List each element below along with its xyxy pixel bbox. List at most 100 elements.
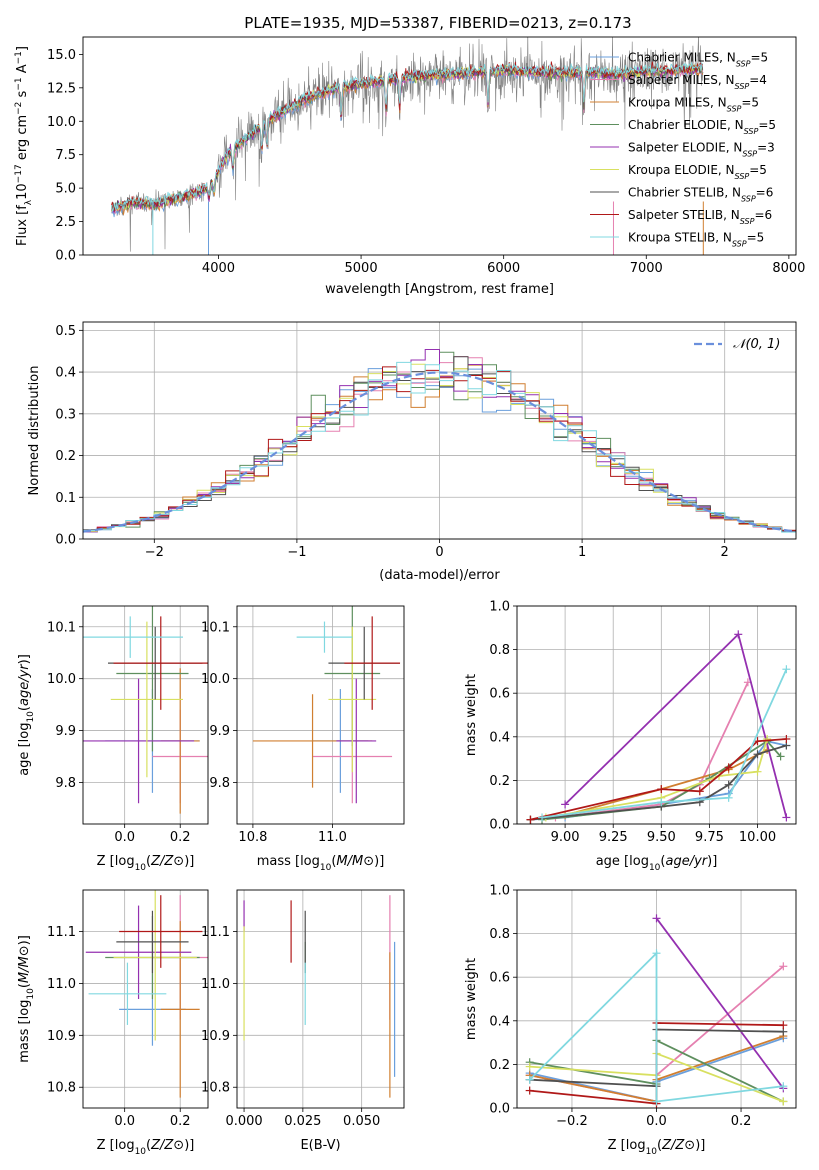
- y-tick-label: 1.0: [489, 600, 510, 615]
- y-tick-label: 10.1: [47, 620, 76, 635]
- y-tick-label: 0.0: [55, 249, 76, 264]
- massweight-plot-area: [525, 914, 788, 1108]
- spectrum-plot-area: [111, 37, 704, 255]
- x-axis-label: Z [log10(Z/Z⊙)]: [608, 1138, 706, 1157]
- x-axis-label: mass [log10(M/M⊙)]: [257, 854, 385, 873]
- y-tick-label: 0.0: [55, 533, 76, 548]
- y-tick-label: 11.1: [201, 925, 230, 940]
- x-tick-label: 0.2: [170, 830, 191, 845]
- x-tick-label: 11.0: [318, 830, 347, 845]
- y-tick-label: 9.8: [209, 776, 230, 791]
- y-tick-label: 10.9: [201, 1029, 230, 1044]
- spectrum-panel: 4000 5000 6000 7000 8000 0.0 2.5 5.0 7.5 10.0 12.5…: [14, 36, 805, 297]
- y-tick-label: 9.9: [55, 724, 76, 739]
- axes-frame: [236, 605, 405, 825]
- y-tick-label: 2.5: [55, 215, 76, 230]
- x-axis-label: Z [log10(Z/Z⊙)]: [97, 1138, 195, 1157]
- y-tick-label: 9.9: [209, 724, 230, 739]
- y-tick-label: 10.0: [47, 115, 76, 130]
- y-axis-label: mass [log10(M/M⊙)]: [17, 935, 36, 1063]
- y-tick-label: 10.1: [201, 620, 230, 635]
- y-axis-label: Flux [fλ10−17 erg cm−2 s−1 A−1]: [14, 46, 34, 246]
- z-age-panel: 0.0 0.2 9.8 9.9 10.0 10.1 Z [log10(Z/Z⊙)] age […: [17, 605, 209, 873]
- x-tick-label: 4000: [202, 261, 235, 276]
- y-tick-label: 10.9: [47, 1029, 76, 1044]
- x-tick-label: 0: [435, 545, 443, 560]
- x-axis-label: Z [log10(Z/Z⊙)]: [97, 854, 195, 873]
- mass-age-panel: 10.8 11.0 9.8 9.9 10.0 10.1 mass [log10(M/M⊙)]: [201, 605, 405, 873]
- x-tick-label: 1: [578, 545, 586, 560]
- legend-entry: Salpeter MILES, NSSP=4: [628, 73, 767, 91]
- axes-frame: [82, 321, 797, 540]
- x-axis-label: E(B-V): [300, 1138, 340, 1153]
- x-axis-label: age [log10(age/yr)]: [596, 854, 718, 873]
- spectrum-legend: Chabrier MILES, NSSP=5 Salpeter MILES, NS…: [590, 51, 776, 248]
- y-tick-label: 11.0: [47, 977, 76, 992]
- age-massweight-panel: 9.00 9.25 9.50 9.75 10.00 0.0 0.2 0.4 0.6 0.8 1.0 a…: [464, 600, 797, 873]
- legend-entry: Chabrier ELODIE, NSSP=5: [628, 118, 776, 136]
- massweight-line-7: [530, 738, 787, 821]
- massweight-line-4: [655, 917, 785, 1089]
- scatter-plot-area: [252, 606, 401, 804]
- y-tick-label: 10.8: [201, 1081, 230, 1096]
- y-tick-label: 11.0: [201, 977, 230, 992]
- massweight-line-6: [530, 744, 787, 821]
- axes-frame: [82, 36, 797, 256]
- y-tick-label: 5.0: [55, 182, 76, 197]
- legend-entry: Chabrier MILES, NSSP=5: [628, 51, 768, 69]
- massweight-line-8: [541, 668, 788, 819]
- x-axis-label: (data-model)/error: [379, 568, 500, 583]
- y-tick-label: 0.6: [489, 687, 510, 702]
- z-massweight-panel: −0.2 0.0 0.2 0.0 0.2 0.4 0.6 0.8 1.0 Z [log10(Z/Z…: [464, 884, 797, 1157]
- x-tick-label: 0.025: [284, 1114, 321, 1129]
- legend-entry: Salpeter STELIB, NSSP=6: [628, 208, 772, 226]
- y-tick-label: 0.4: [55, 366, 76, 381]
- axes-frame: [236, 889, 405, 1109]
- x-tick-label: 5000: [345, 261, 378, 276]
- y-tick-label: 12.5: [47, 81, 76, 96]
- x-tick-label: 0.050: [343, 1114, 380, 1129]
- y-axis-label: mass weight: [464, 958, 479, 1040]
- scatter-plot-area: [85, 890, 208, 1098]
- model-line-8: [111, 62, 704, 213]
- x-tick-label: 8000: [772, 261, 805, 276]
- y-tick-label: 1.0: [489, 884, 510, 899]
- y-tick-label: 10.8: [47, 1081, 76, 1096]
- x-tick-label: −1: [287, 545, 306, 560]
- y-tick-label: 0.5: [55, 324, 76, 339]
- massweight-plot-area: [526, 630, 791, 824]
- axes-frame: [516, 605, 797, 825]
- massweight-line-8: [529, 951, 784, 1103]
- x-tick-label: 10.8: [238, 830, 267, 845]
- x-tick-label: −0.2: [556, 1114, 588, 1129]
- y-tick-label: 10.0: [47, 672, 76, 687]
- x-tick-label: 9.25: [599, 830, 628, 845]
- normal-curve: [83, 371, 796, 533]
- axes-frame: [516, 889, 797, 1109]
- x-tick-label: −2: [145, 545, 164, 560]
- x-tick-label: 0.000: [225, 1114, 262, 1129]
- y-tick-label: 11.1: [47, 925, 76, 940]
- y-tick-label: 0.3: [55, 407, 76, 422]
- legend-entry: 𝒩(0, 1): [733, 337, 780, 352]
- legend-entry: Chabrier STELIB, NSSP=6: [628, 186, 773, 204]
- y-tick-label: 0.1: [55, 491, 76, 506]
- y-tick-label: 0.0: [489, 818, 510, 833]
- ebv-mass-panel: 0.000 0.025 0.050 10.8 10.9 11.0 11.1 E(B-V): [201, 889, 405, 1153]
- x-tick-label: 0.0: [646, 1114, 667, 1129]
- legend-entry: Kroupa MILES, NSSP=5: [628, 96, 759, 114]
- x-tick-label: 0.2: [170, 1114, 191, 1129]
- x-tick-label: 0.0: [114, 1114, 135, 1129]
- y-tick-label: 0.2: [489, 774, 510, 789]
- x-tick-label: 9.00: [551, 830, 580, 845]
- x-tick-label: 0.0: [114, 830, 135, 845]
- x-tick-label: 2: [721, 545, 729, 560]
- x-tick-label: 10.00: [739, 830, 776, 845]
- scatter-plot-area: [243, 895, 396, 1098]
- massweight-line-1: [555, 681, 749, 819]
- y-axis-label: mass weight: [464, 674, 479, 756]
- y-tick-label: 0.2: [489, 1058, 510, 1073]
- chart-title: PLATE=1935, MJD=53387, FIBERID=0213, z=0…: [244, 14, 631, 32]
- x-tick-label: 9.50: [647, 830, 676, 845]
- x-tick-label: 6000: [487, 261, 520, 276]
